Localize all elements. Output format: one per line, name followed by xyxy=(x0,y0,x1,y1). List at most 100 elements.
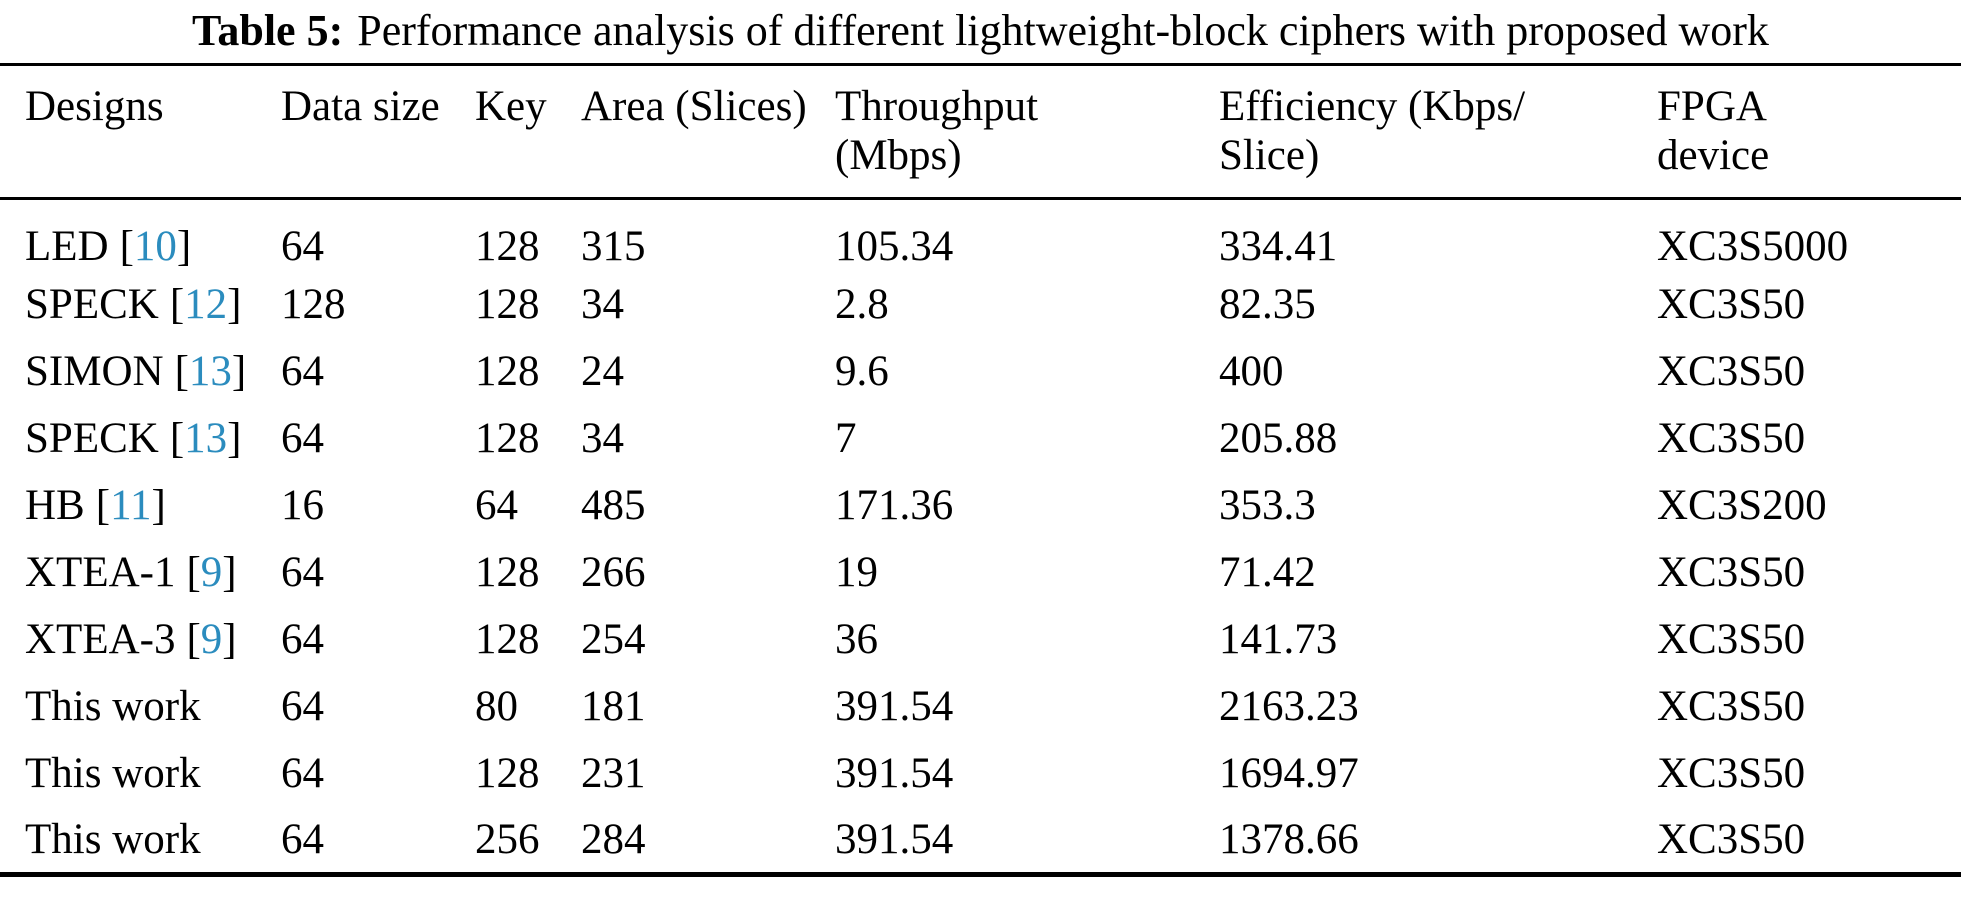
table-row: HB [11] 16 64 485 171.36 353.3 XC3S200 xyxy=(0,472,1961,539)
citation-close-bracket: ] xyxy=(222,616,237,663)
table-row: SIMON [13] 64 128 24 9.6 400 XC3S50 xyxy=(0,338,1961,405)
citation-open-bracket: [ xyxy=(95,482,111,529)
data-size-cell: 64 xyxy=(281,415,324,462)
fpga-device-cell: XC3S200 xyxy=(1657,482,1827,529)
fpga-device-cell: XC3S50 xyxy=(1657,348,1806,395)
table-row: This work[] 64 80 181 391.54 2163.23 XC3… xyxy=(0,673,1961,740)
design-name: This work xyxy=(25,683,201,730)
table-header: Designs Data size Key Area (Slices) Thro… xyxy=(0,64,1961,200)
column-header-area: Area (Slices) xyxy=(581,64,835,200)
key-cell: 128 xyxy=(475,549,540,596)
key-cell: 128 xyxy=(475,750,540,797)
performance-table: Designs Data size Key Area (Slices) Thro… xyxy=(0,63,1961,877)
citation-link[interactable]: [12] xyxy=(170,281,242,328)
citation-link[interactable]: [10] xyxy=(120,223,192,270)
efficiency-cell: 2163.23 xyxy=(1219,683,1359,730)
citation-number[interactable]: 11 xyxy=(110,482,152,529)
fpga-device-cell: XC3S50 xyxy=(1657,815,1806,863)
citation-number[interactable]: 9 xyxy=(200,549,223,596)
design-cell: This work[] xyxy=(0,807,281,874)
area-cell: 231 xyxy=(581,750,646,797)
fpga-device-cell: XC3S50 xyxy=(1657,750,1806,797)
design-name: LED xyxy=(25,223,109,270)
data-size-cell: 64 xyxy=(281,683,324,730)
data-size-cell: 64 xyxy=(281,750,324,797)
area-cell: 181 xyxy=(581,683,646,730)
design-name: This work xyxy=(25,815,201,863)
key-cell: 128 xyxy=(475,281,540,328)
efficiency-cell: 71.42 xyxy=(1219,549,1316,596)
design-cell: SIMON [13] xyxy=(0,338,281,405)
table-caption-label: Table 5: xyxy=(192,6,344,55)
citation-number[interactable]: 12 xyxy=(184,281,228,328)
citation-link[interactable]: [13] xyxy=(170,415,242,462)
column-header-designs: Designs xyxy=(0,64,281,200)
efficiency-cell: 1378.66 xyxy=(1219,815,1359,863)
throughput-cell: 19 xyxy=(835,549,878,596)
area-cell: 284 xyxy=(581,815,646,863)
citation-close-bracket: ] xyxy=(176,223,192,270)
column-header-key: Key xyxy=(475,64,581,200)
citation-number[interactable]: 9 xyxy=(200,616,223,663)
fpga-device-cell: XC3S5000 xyxy=(1657,223,1849,270)
table-row: XTEA-1 [9] 64 128 266 19 71.42 XC3S50 xyxy=(0,539,1961,606)
column-header-throughput: Throughput (Mbps) xyxy=(835,64,1219,200)
citation-open-bracket: [ xyxy=(174,348,189,395)
design-cell: SPECK [13] xyxy=(0,405,281,472)
data-size-cell: 64 xyxy=(281,223,324,270)
citation-close-bracket: ] xyxy=(227,415,242,462)
throughput-cell: 36 xyxy=(835,616,878,663)
citation-close-bracket: ] xyxy=(151,482,166,529)
citation-link[interactable]: [9] xyxy=(186,549,236,596)
citation-number[interactable]: 13 xyxy=(184,415,228,462)
citation-open-bracket: [ xyxy=(186,549,201,596)
data-size-cell: 64 xyxy=(281,616,324,663)
key-cell: 128 xyxy=(475,348,540,395)
area-cell: 315 xyxy=(581,223,646,270)
throughput-cell: 7 xyxy=(835,415,857,462)
table-row: SPECK [12] 128 128 34 2.8 82.35 XC3S50 xyxy=(0,271,1961,338)
citation-link[interactable]: [13] xyxy=(175,348,247,395)
citation-open-bracket: [ xyxy=(169,415,185,462)
column-header-fpga-device: FPGA device xyxy=(1657,64,1961,200)
area-cell: 24 xyxy=(581,348,624,395)
data-size-cell: 64 xyxy=(281,348,324,395)
citation-open-bracket: [ xyxy=(119,223,134,270)
table-row: XTEA-3 [9] 64 128 254 36 141.73 XC3S50 xyxy=(0,606,1961,673)
data-size-cell: 16 xyxy=(281,482,324,529)
area-cell: 254 xyxy=(581,616,646,663)
citation-close-bracket: ] xyxy=(222,549,237,596)
key-cell: 128 xyxy=(475,415,540,462)
design-cell: HB [11] xyxy=(0,472,281,539)
fpga-device-cell: XC3S50 xyxy=(1657,616,1806,663)
efficiency-cell: 1694.97 xyxy=(1219,750,1359,797)
key-cell: 256 xyxy=(475,815,540,863)
design-cell: This work[] xyxy=(0,673,281,740)
design-name: SPECK xyxy=(25,415,159,462)
design-cell: SPECK [12] xyxy=(0,271,281,338)
column-header-data-size: Data size xyxy=(281,64,475,200)
throughput-cell: 2.8 xyxy=(835,281,889,328)
citation-number[interactable]: 13 xyxy=(188,348,232,395)
fpga-device-cell: XC3S50 xyxy=(1657,415,1806,462)
table-caption-text: Performance analysis of different lightw… xyxy=(357,6,1769,55)
throughput-cell: 391.54 xyxy=(835,815,954,863)
table-row: This work[] 64 128 231 391.54 1694.97 XC… xyxy=(0,740,1961,807)
key-cell: 128 xyxy=(475,616,540,663)
design-name: XTEA-3 xyxy=(25,616,176,663)
key-cell: 80 xyxy=(475,683,518,730)
column-header-efficiency: Efficiency (Kbps/ Slice) xyxy=(1219,64,1657,200)
design-name: SPECK xyxy=(25,281,159,328)
area-cell: 34 xyxy=(581,415,624,462)
design-cell: LED [10] xyxy=(0,199,281,272)
citation-open-bracket: [ xyxy=(186,616,201,663)
design-cell: XTEA-1 [9] xyxy=(0,539,281,606)
efficiency-cell: 141.73 xyxy=(1219,616,1338,663)
table-body: LED [10] 64 128 315 105.34 334.41 XC3S500… xyxy=(0,199,1961,875)
citation-link[interactable]: [11] xyxy=(96,482,166,529)
design-cell: This work[] xyxy=(0,740,281,807)
citation-number[interactable]: 10 xyxy=(133,223,177,270)
citation-link[interactable]: [9] xyxy=(186,616,236,663)
area-cell: 266 xyxy=(581,549,646,596)
efficiency-cell: 82.35 xyxy=(1219,281,1316,328)
